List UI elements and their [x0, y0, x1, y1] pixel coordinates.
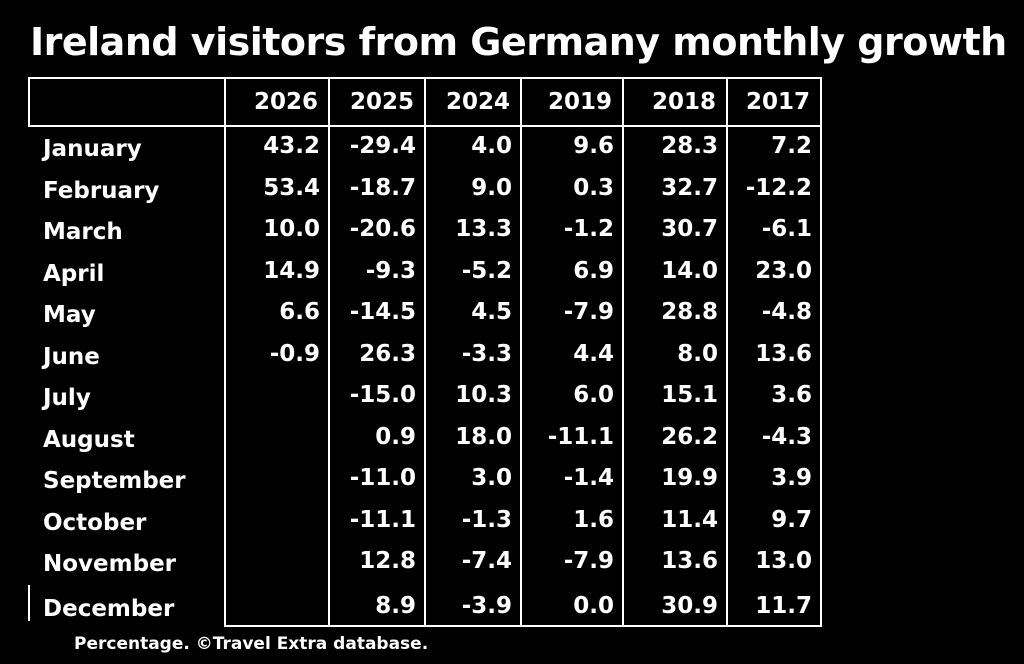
table-cell: -7.9	[563, 548, 614, 574]
column-header: 2017	[745, 89, 810, 115]
table-cell: 28.3	[661, 133, 718, 159]
table-cell: 30.9	[661, 592, 718, 619]
table-cell: -12.2	[745, 174, 812, 201]
column-header: 2018	[651, 89, 716, 115]
table-cell: -15.0	[349, 382, 416, 408]
table-cell: 0.3	[573, 174, 614, 201]
column-divider	[520, 77, 522, 627]
table-cell: 14.9	[263, 257, 320, 284]
table-cell: 9.7	[771, 506, 812, 533]
table-cell: -9.3	[365, 257, 416, 284]
column-divider	[820, 77, 822, 627]
column-header: 2024	[445, 89, 510, 115]
table-cell: 4.0	[471, 133, 512, 159]
table-cell: 11.4	[661, 506, 718, 533]
table-cell: 3.0	[471, 465, 512, 491]
table-cell: 11.7	[755, 592, 812, 619]
column-header: 2025	[349, 89, 414, 115]
table-cell: 6.6	[279, 299, 320, 325]
table-cell: 32.7	[661, 174, 718, 201]
table-cell: 3.6	[771, 382, 812, 408]
table-cell: 53.4	[263, 174, 320, 201]
row-label: August	[43, 426, 135, 453]
table-cell: 12.8	[359, 548, 416, 574]
table-cell: 26.2	[661, 423, 718, 450]
table-cell: 30.7	[661, 216, 718, 242]
table-cell: 14.0	[661, 257, 718, 284]
table-cell: 4.4	[573, 340, 614, 367]
table-cell: -3.9	[461, 592, 512, 619]
table-left-border-stub	[28, 585, 30, 621]
row-label: June	[43, 343, 100, 370]
column-divider	[726, 77, 728, 627]
table-cell: -1.2	[563, 216, 614, 242]
table-cell: -11.0	[349, 465, 416, 491]
table-cell: -7.9	[563, 299, 614, 325]
row-label: May	[43, 302, 96, 328]
table-cell: 43.2	[263, 133, 320, 159]
table-cell: 6.9	[573, 257, 614, 284]
table-cell: 1.6	[573, 506, 614, 533]
table-cell: -7.4	[461, 548, 512, 574]
table-cell: 9.0	[471, 174, 512, 201]
table-cell: 10.3	[455, 382, 512, 408]
table-cell: 9.6	[573, 133, 614, 159]
row-label: February	[43, 177, 160, 204]
table-cell: -29.4	[349, 133, 416, 159]
table-cell: -18.7	[349, 174, 416, 201]
table-cell: -11.1	[547, 423, 614, 450]
table-cell: -14.5	[349, 299, 416, 325]
table-cell: 8.9	[375, 592, 416, 619]
table-cell: -1.4	[563, 465, 614, 491]
table-left-border	[28, 77, 30, 125]
column-header: 2026	[253, 89, 318, 115]
table-cell: -5.2	[461, 257, 512, 284]
table-cell: 13.0	[755, 548, 812, 574]
table-cell: -0.9	[269, 340, 320, 367]
table-cell: 8.0	[677, 340, 718, 367]
chart-title: Ireland visitors from Germany monthly gr…	[30, 20, 1007, 64]
table-cell: 18.0	[455, 423, 512, 450]
data-table: 2026 2025 2024 2019 2018 2017 January 43.2 -29.4…	[28, 77, 822, 627]
row-label: March	[43, 219, 123, 245]
table-cell: -4.3	[761, 423, 812, 450]
table-cell: -20.6	[349, 216, 416, 242]
table-cell: 15.1	[661, 382, 718, 408]
table-cell: 13.6	[661, 548, 718, 574]
table-cell: -4.8	[761, 299, 812, 325]
table-cell: -3.3	[461, 340, 512, 367]
row-label: September	[43, 468, 186, 494]
row-label: April	[43, 260, 105, 287]
row-label: December	[43, 595, 175, 622]
table-cell: 13.6	[755, 340, 812, 367]
table-cell: 28.8	[661, 299, 718, 325]
table-cell: 3.9	[771, 465, 812, 491]
column-divider	[224, 77, 226, 627]
row-label: October	[43, 509, 147, 536]
table-bottom-border	[224, 625, 822, 627]
table-cell: -1.3	[461, 506, 512, 533]
column-header: 2019	[547, 89, 612, 115]
column-divider	[622, 77, 624, 627]
table-cell: 13.3	[455, 216, 512, 242]
column-divider	[328, 77, 330, 627]
table-cell: 26.3	[359, 340, 416, 367]
table-cell: 0.9	[375, 423, 416, 450]
row-label: January	[43, 136, 142, 162]
table-cell: 6.0	[573, 382, 614, 408]
row-label: July	[43, 385, 91, 411]
table-cell: 19.9	[661, 465, 718, 491]
table-cell: 7.2	[771, 133, 812, 159]
table-cell: 4.5	[471, 299, 512, 325]
table-cell: 10.0	[263, 216, 320, 242]
table-cell: -11.1	[349, 506, 416, 533]
row-label: November	[43, 551, 177, 577]
table-cell: 0.0	[573, 592, 614, 619]
table-cell: 23.0	[755, 257, 812, 284]
table-cell: -6.1	[761, 216, 812, 242]
footnote: Percentage. ©Travel Extra database.	[74, 634, 429, 654]
column-divider	[424, 77, 426, 627]
